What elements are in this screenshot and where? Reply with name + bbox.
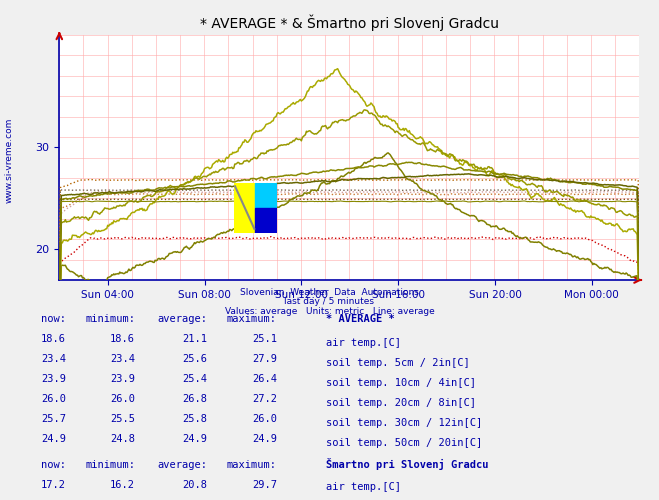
Text: 25.7: 25.7 — [41, 414, 66, 424]
Text: soil temp. 50cm / 20in[C]: soil temp. 50cm / 20in[C] — [326, 438, 482, 448]
Text: average:: average: — [158, 460, 208, 469]
Text: average:: average: — [158, 314, 208, 324]
Text: 26.4: 26.4 — [252, 374, 277, 384]
Text: now:: now: — [41, 314, 66, 324]
Text: 21.1: 21.1 — [183, 334, 208, 344]
Text: 24.9: 24.9 — [183, 434, 208, 444]
Bar — [256, 182, 277, 208]
Text: soil temp. 10cm / 4in[C]: soil temp. 10cm / 4in[C] — [326, 378, 476, 388]
Text: 25.8: 25.8 — [183, 414, 208, 424]
Text: 26.0: 26.0 — [252, 414, 277, 424]
Text: 26.8: 26.8 — [183, 394, 208, 404]
Text: 24.8: 24.8 — [110, 434, 135, 444]
Text: 25.4: 25.4 — [183, 374, 208, 384]
Text: 23.9: 23.9 — [41, 374, 66, 384]
Text: 23.9: 23.9 — [110, 374, 135, 384]
Text: 25.1: 25.1 — [252, 334, 277, 344]
Text: Slovenian  Weather  Data  Automations: Slovenian Weather Data Automations — [240, 288, 419, 297]
Text: minimum:: minimum: — [85, 314, 135, 324]
Text: 26.0: 26.0 — [41, 394, 66, 404]
Text: 16.2: 16.2 — [110, 480, 135, 490]
Text: soil temp. 30cm / 12in[C]: soil temp. 30cm / 12in[C] — [326, 418, 482, 428]
Text: 25.6: 25.6 — [183, 354, 208, 364]
Text: 25.5: 25.5 — [110, 414, 135, 424]
Text: 20.8: 20.8 — [183, 480, 208, 490]
Bar — [234, 182, 256, 232]
Text: 26.0: 26.0 — [110, 394, 135, 404]
Text: 29.7: 29.7 — [252, 480, 277, 490]
Text: 18.6: 18.6 — [110, 334, 135, 344]
Text: Values: average   Units: metric   Line: average: Values: average Units: metric Line: aver… — [225, 306, 434, 316]
Text: 23.4: 23.4 — [41, 354, 66, 364]
Bar — [256, 208, 277, 233]
Text: soil temp. 20cm / 8in[C]: soil temp. 20cm / 8in[C] — [326, 398, 476, 407]
Text: * AVERAGE *: * AVERAGE * — [326, 314, 395, 324]
Title: * AVERAGE * & Šmartno pri Slovenj Gradcu: * AVERAGE * & Šmartno pri Slovenj Gradcu — [200, 14, 499, 31]
Text: 24.9: 24.9 — [41, 434, 66, 444]
Text: maximum:: maximum: — [227, 314, 277, 324]
Text: minimum:: minimum: — [85, 460, 135, 469]
Text: Šmartno pri Slovenj Gradcu: Šmartno pri Slovenj Gradcu — [326, 458, 489, 469]
Text: 27.2: 27.2 — [252, 394, 277, 404]
Text: last day / 5 minutes: last day / 5 minutes — [285, 296, 374, 306]
Text: 18.6: 18.6 — [41, 334, 66, 344]
Text: air temp.[C]: air temp.[C] — [326, 482, 401, 492]
Text: 27.9: 27.9 — [252, 354, 277, 364]
Text: now:: now: — [41, 460, 66, 469]
Text: 17.2: 17.2 — [41, 480, 66, 490]
Text: www.si-vreme.com: www.si-vreme.com — [5, 118, 14, 202]
Text: soil temp. 5cm / 2in[C]: soil temp. 5cm / 2in[C] — [326, 358, 470, 368]
Text: 24.9: 24.9 — [252, 434, 277, 444]
Text: air temp.[C]: air temp.[C] — [326, 338, 401, 347]
Text: maximum:: maximum: — [227, 460, 277, 469]
Text: 23.4: 23.4 — [110, 354, 135, 364]
